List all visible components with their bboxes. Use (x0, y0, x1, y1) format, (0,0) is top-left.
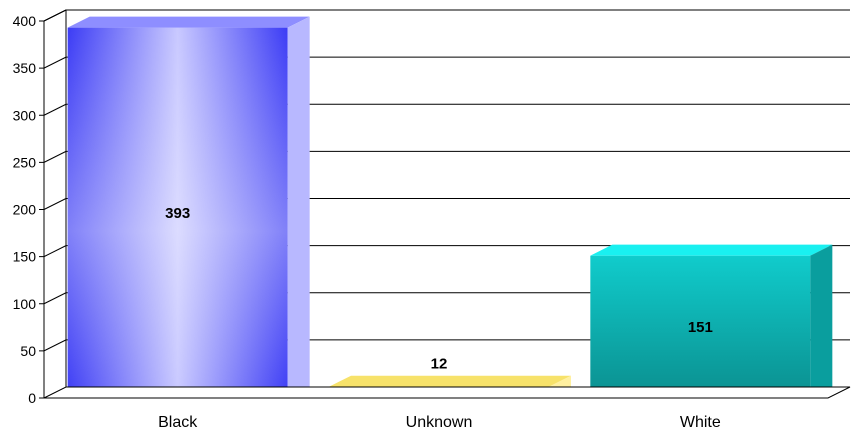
gridline-side (43, 150, 67, 163)
y-tick-label: 300 (13, 107, 37, 123)
x-tick-label: White (680, 414, 721, 431)
x-tick-label: Black (158, 414, 198, 431)
y-tick-label: 200 (13, 202, 37, 218)
y-tick-label: 250 (13, 154, 37, 170)
y-tick-label: 400 (13, 13, 37, 29)
bar-top (67, 16, 310, 28)
gridline-side (43, 56, 67, 69)
data-labels: 393 12 151 (165, 205, 713, 373)
gridline-side (43, 198, 67, 210)
y-axis: 0 50 100 150 200 250 300 350 400 (13, 13, 44, 406)
y-tick-label: 100 (13, 296, 37, 312)
plot-floor (43, 386, 851, 399)
data-label: 393 (165, 205, 190, 222)
bars (67, 16, 833, 398)
gridline-side (43, 339, 67, 352)
gridline-side (43, 103, 67, 116)
bar-top (590, 244, 833, 256)
gridline-side (43, 245, 67, 258)
y-tick-label: 350 (13, 60, 37, 76)
y-tick-label: 50 (20, 343, 36, 359)
data-label: 151 (688, 319, 713, 336)
bar-white (590, 244, 833, 398)
bar-highlight (67, 27, 288, 398)
gridline-side (43, 292, 67, 305)
bar-black (67, 16, 310, 398)
x-tick-label: Unknown (406, 414, 473, 431)
y-tick-label: 0 (28, 390, 36, 406)
y-tick-label: 150 (13, 249, 37, 265)
bar-front (590, 255, 811, 398)
bar-top (329, 375, 571, 387)
data-label: 12 (431, 356, 448, 373)
y-axis-depth-top (43, 9, 67, 22)
bar-side (287, 16, 310, 398)
x-axis: Black Unknown White (158, 414, 721, 431)
bar-side (810, 244, 833, 398)
